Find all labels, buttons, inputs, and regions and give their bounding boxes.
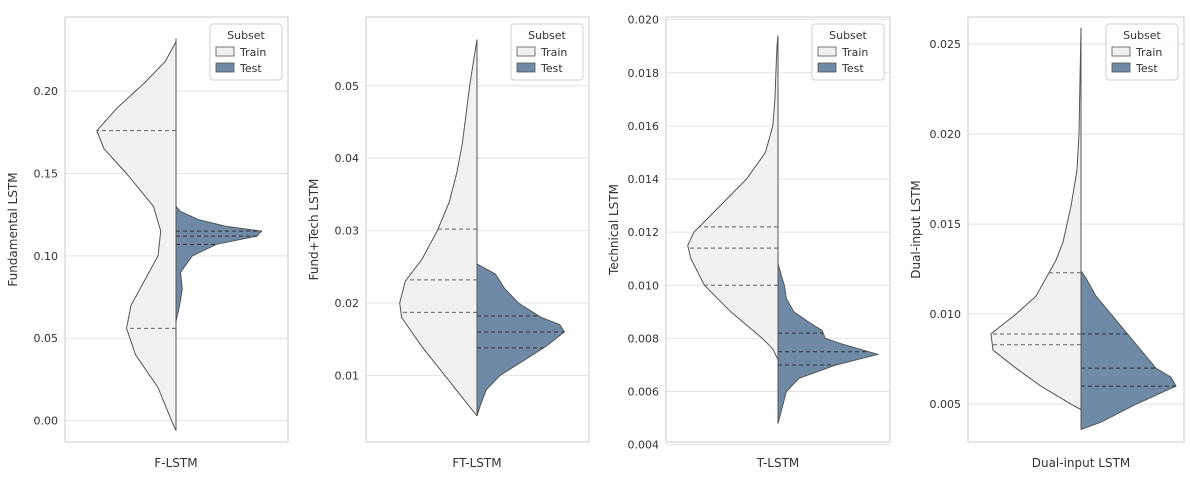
y-tick-label: 0.010 bbox=[628, 279, 660, 292]
panel-3: 0.004 0.006 0.008 0.010 0.012 0.014 0.016 0.018… bbox=[607, 14, 891, 470]
legend-swatch-test bbox=[215, 62, 235, 73]
y-tick-label: 0.010 bbox=[930, 308, 962, 321]
y-tick-label: 0.006 bbox=[628, 386, 660, 399]
y-axis-label: Dual-input LSTM bbox=[909, 180, 923, 279]
y-axis-label: Fundamental LSTM bbox=[6, 172, 20, 286]
violin-test-half bbox=[777, 263, 880, 424]
legend-title: Subset bbox=[1123, 29, 1161, 42]
legend-label-train: Train bbox=[540, 46, 567, 59]
violin-test-half bbox=[1080, 269, 1177, 431]
legend-label-test: Test bbox=[1135, 62, 1158, 75]
x-axis-label: T-LSTM bbox=[756, 456, 800, 470]
y-tick-label: 0.004 bbox=[628, 439, 660, 452]
legend: Subset Train Test bbox=[510, 23, 584, 81]
y-axis-label: Technical LSTM bbox=[607, 184, 621, 276]
legend-label-train: Train bbox=[841, 46, 868, 59]
y-tick-label: 0.008 bbox=[628, 332, 660, 345]
panel-1: 0.00 0.05 0.10 0.15 0.20 F-LSTM Fundamental LS… bbox=[6, 16, 289, 470]
y-tick-label: 0.005 bbox=[930, 398, 962, 411]
legend-label-test: Test bbox=[540, 62, 563, 75]
axes-frame bbox=[64, 16, 289, 443]
violin-test-half bbox=[175, 205, 263, 322]
x-axis-label: Dual-input LSTM bbox=[1032, 456, 1131, 470]
y-tick-label: 0.03 bbox=[335, 225, 360, 238]
y-tick-label: 0.01 bbox=[335, 369, 360, 382]
violin-train-half bbox=[990, 27, 1082, 411]
y-tick-label: 0.016 bbox=[628, 120, 660, 133]
legend-swatch-train bbox=[1111, 46, 1131, 57]
legend: Subset Train Test bbox=[1105, 23, 1179, 81]
y-tick-label: 0.014 bbox=[628, 173, 660, 186]
x-axis-label: FT-LSTM bbox=[452, 456, 501, 470]
axes-frame bbox=[365, 16, 590, 443]
legend-label-train: Train bbox=[1135, 46, 1162, 59]
legend-swatch-test bbox=[516, 62, 536, 73]
legend: Subset Train Test bbox=[811, 23, 885, 81]
axes-frame bbox=[665, 16, 891, 443]
x-axis-label: F-LSTM bbox=[154, 456, 197, 470]
y-tick-label: 0.05 bbox=[335, 80, 360, 93]
legend-title: Subset bbox=[227, 29, 265, 42]
legend-label-test: Test bbox=[239, 62, 262, 75]
y-tick-label: 0.04 bbox=[335, 152, 360, 165]
y-tick-label: 0.15 bbox=[34, 167, 59, 180]
legend-swatch-train bbox=[516, 46, 536, 57]
y-tick-label: 0.018 bbox=[628, 67, 660, 80]
legend-swatch-train bbox=[817, 46, 837, 57]
legend-swatch-test bbox=[817, 62, 837, 73]
y-tick-label: 0.015 bbox=[930, 218, 962, 231]
violin-train-half bbox=[399, 39, 478, 417]
y-axis-label: Fund+Tech LSTM bbox=[307, 179, 321, 281]
violin-train-half bbox=[687, 35, 779, 360]
y-tick-label: 0.02 bbox=[335, 297, 360, 310]
y-tick-label: 0.020 bbox=[628, 14, 660, 27]
y-tick-label: 0.00 bbox=[34, 415, 59, 428]
panel-2: 0.01 0.02 0.03 0.04 0.05 FT-LSTM Fund+Tech LST… bbox=[307, 16, 590, 470]
y-tick-label: 0.05 bbox=[34, 332, 59, 345]
y-tick-label: 0.025 bbox=[930, 38, 962, 51]
panel-4: 0.005 0.010 0.015 0.020 0.025 Dual-input LSTM… bbox=[909, 16, 1185, 470]
axes-frame bbox=[967, 16, 1185, 443]
y-tick-label: 0.20 bbox=[34, 85, 59, 98]
legend-swatch-train bbox=[215, 46, 235, 57]
legend: Subset Train Test bbox=[209, 23, 283, 81]
legend-title: Subset bbox=[829, 29, 867, 42]
legend-title: Subset bbox=[528, 29, 566, 42]
y-tick-label: 0.10 bbox=[34, 250, 59, 263]
legend-label-test: Test bbox=[841, 62, 864, 75]
legend-label-train: Train bbox=[239, 46, 266, 59]
legend-swatch-test bbox=[1111, 62, 1131, 73]
y-tick-label: 0.012 bbox=[628, 226, 660, 239]
violin-train-half bbox=[96, 38, 177, 431]
y-tick-label: 0.020 bbox=[930, 128, 962, 141]
violin-test-half bbox=[476, 263, 566, 417]
